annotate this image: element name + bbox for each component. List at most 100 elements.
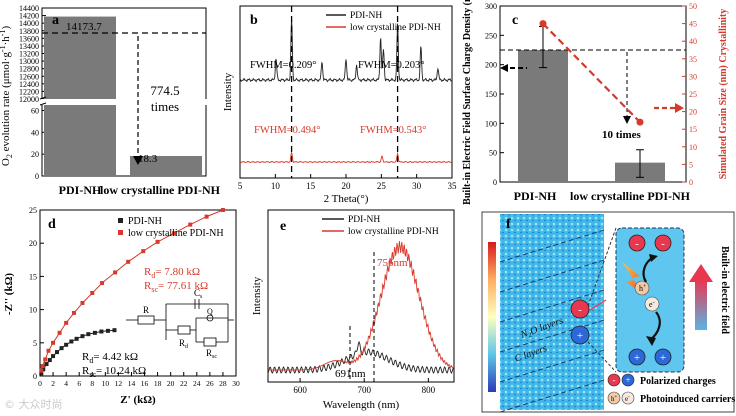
zoom-line — [587, 341, 617, 373]
electron-migration-arrow-head — [646, 336, 656, 346]
electron-carrier — [644, 296, 660, 312]
built-in-field-label: Built-in electric field — [719, 246, 730, 334]
x-axis-title: Z' (kΩ) — [120, 394, 156, 406]
x-tick-label: 6 — [77, 379, 81, 388]
x-tick-label: 10 — [271, 181, 281, 191]
x-tick-label: 0 — [38, 379, 42, 388]
watermark: © 大众时尚 — [4, 398, 63, 411]
fit-rd-black: Rd= 4.42 kΩ — [82, 351, 138, 365]
y-tick-label: 13000 — [19, 57, 39, 66]
zoom-line — [587, 227, 617, 307]
x-tick-label: 22 — [180, 379, 188, 388]
x-axis-title: 2 Theta(°) — [324, 193, 369, 205]
negative-charge — [570, 299, 590, 319]
negative-charge-sign: - — [635, 238, 639, 250]
legend-marker — [118, 218, 123, 223]
data-point — [204, 214, 209, 219]
y-tick-label: 0 — [33, 372, 37, 381]
built-in-field-arrow — [695, 280, 707, 330]
y-tick-label: 150 — [485, 90, 497, 99]
y-tick-label: 10 — [29, 306, 37, 315]
legend-negative-sign: - — [613, 375, 616, 385]
data-point — [99, 329, 104, 334]
legend-positive — [621, 373, 635, 387]
data-point — [188, 222, 193, 227]
x-tick-label: 25 — [377, 181, 387, 191]
grain-size-point — [636, 118, 644, 126]
y-tick-label: 13600 — [19, 34, 39, 43]
data-point — [47, 358, 52, 363]
data-point — [51, 354, 56, 359]
hole-label: h+ — [639, 284, 647, 293]
field-arrow-small — [589, 299, 607, 311]
grain-size-line — [542, 22, 641, 123]
light-icon — [622, 262, 646, 296]
x-tick-label: 20 — [342, 181, 352, 191]
y-tick-label: 14200 — [19, 12, 39, 21]
x-tick-label: 30 — [232, 379, 240, 388]
legend-label: low crystalline PDI-NH — [128, 228, 224, 239]
y-tick-label: 20 — [29, 239, 37, 248]
right-y-axis-title: Simulated Grain Size (nm) Crystallinity — [718, 9, 729, 180]
panel-d-frame — [39, 209, 237, 377]
data-point — [80, 300, 85, 305]
y-tick-label: 14400 — [19, 4, 39, 13]
negative-charge-sign: - — [578, 304, 582, 316]
data-point — [171, 231, 176, 236]
right-tick-label: 25 — [689, 90, 697, 99]
data-point — [64, 320, 69, 325]
legend-electron — [621, 391, 635, 405]
circuit-label: R — [143, 305, 149, 315]
axis-break-gap — [40, 99, 210, 105]
y-tick-label: 0 — [493, 178, 497, 187]
y-tick-label: 13400 — [19, 42, 39, 51]
data-point — [155, 239, 160, 244]
y-tick-label: 0 — [35, 172, 39, 181]
data-point — [141, 249, 146, 254]
error-bar — [636, 149, 644, 178]
y-tick-label: 100 — [485, 119, 497, 128]
bar-pdi-nh — [518, 50, 568, 182]
circuit-label: Rsc — [206, 348, 217, 360]
x-tick-label: 14 — [128, 379, 136, 388]
panel-c: 0 50 100 150 200 250 300 0 5 10 15 20 25 30 35 40 45 50 1… — [462, 0, 729, 205]
right-tick-label: 15 — [689, 125, 697, 134]
axis-break-mark — [39, 96, 47, 100]
data-point — [39, 371, 44, 376]
y-tick-label: 50 — [489, 149, 497, 158]
data-point — [220, 208, 225, 212]
negative-charge — [628, 234, 646, 252]
circuit-label: Rd — [179, 338, 188, 350]
panel-b-ticks: 5 10 15 20 25 30 35 — [238, 174, 457, 191]
x-tick-label: 24 — [193, 379, 201, 388]
legend-label: PDI-NH — [350, 11, 382, 21]
data-point — [40, 364, 45, 369]
fit-rsc-red: Rsc= 77.61 kΩ — [144, 280, 208, 294]
right-tick-label: 5 — [689, 160, 693, 169]
fold-label: 10 times — [602, 129, 642, 141]
series-line-pdi-nh — [239, 18, 453, 83]
x-tick-label: 800 — [422, 385, 436, 395]
fit-rsc-black: Rsc= 10.24 kΩ — [82, 365, 146, 379]
legend-label: PDI-NH — [348, 215, 380, 225]
peak-label: 691nm — [335, 368, 366, 380]
y-tick-label: 13800 — [19, 27, 39, 36]
data-point — [126, 259, 131, 264]
x-tick-label: 700 — [357, 385, 371, 395]
y-tick-label: 25 — [29, 206, 37, 215]
y-tick-label: 40 — [31, 128, 39, 137]
layer-lines — [499, 229, 605, 413]
x-tick-label: 12 — [115, 379, 123, 388]
positive-charge-sign: + — [660, 352, 666, 364]
right-tick-label: 45 — [689, 20, 697, 29]
x-tick-label: 10 — [102, 379, 110, 388]
data-point — [54, 350, 59, 355]
fit-rd-red: Rd= 7.80 kΩ — [144, 266, 200, 280]
legend-hole — [607, 391, 621, 405]
y-tick-label: 12600 — [19, 72, 39, 81]
right-tick-label: 10 — [689, 143, 697, 152]
panel-label-f: f — [506, 217, 511, 232]
right-axis-arrow-head — [675, 103, 684, 113]
y-tick-label: 5 — [33, 339, 37, 348]
legend-label: low crystalline PDI-NH — [350, 23, 441, 33]
